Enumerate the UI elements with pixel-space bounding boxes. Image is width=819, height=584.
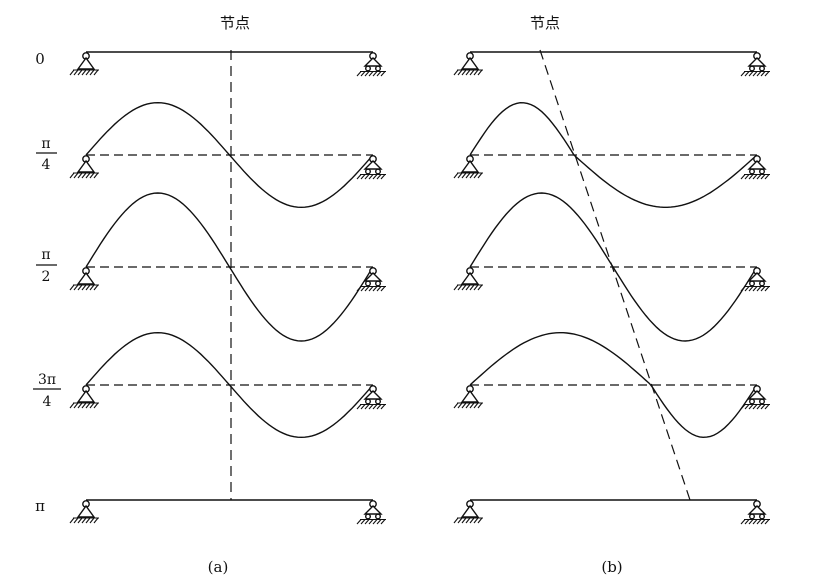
pin-support-icon	[69, 385, 99, 409]
panel-a	[69, 50, 386, 525]
pin-support-icon	[453, 267, 483, 291]
pin-support-icon	[69, 155, 99, 179]
phase-label-3pi-over-4: 3π 4	[33, 372, 61, 410]
phase-label-pi-over-2-num: π	[41, 247, 50, 263]
phase-row-0	[453, 51, 770, 77]
panel-b	[453, 49, 770, 525]
phase-row-3	[69, 331, 386, 439]
phase-row-0	[69, 51, 386, 77]
phase-label-pi-over-2-den: 2	[42, 269, 51, 285]
deflected-shape	[85, 101, 374, 209]
phase-label-pi-over-4-den: 4	[42, 157, 51, 173]
phase-row-4	[69, 499, 386, 525]
roller-support-icon	[356, 500, 386, 525]
node-label-a: 节点	[220, 14, 250, 32]
phase-label-pi-over-2: π 2	[36, 247, 57, 285]
node-label-b: 节点	[530, 14, 560, 32]
roller-support-icon	[740, 155, 770, 180]
phase-row-2	[453, 192, 770, 342]
pin-support-icon	[69, 267, 99, 291]
deflected-shape	[469, 101, 758, 208]
phase-row-1	[453, 101, 770, 208]
roller-support-icon	[740, 500, 770, 525]
phase-label-0: 0	[35, 50, 45, 68]
pin-support-icon	[453, 385, 483, 409]
roller-support-icon	[356, 267, 386, 292]
roller-support-icon	[740, 267, 770, 292]
deflected-shape	[469, 332, 758, 439]
phase-label-3pi-over-4-num: 3π	[38, 372, 56, 388]
roller-support-icon	[356, 52, 386, 77]
deflected-shape	[469, 192, 758, 342]
phase-row-1	[69, 101, 386, 209]
roller-support-icon	[740, 52, 770, 77]
roller-support-icon	[356, 155, 386, 180]
node-line-oblique	[539, 49, 691, 501]
phase-label-pi: π	[35, 497, 45, 515]
pin-support-icon	[453, 155, 483, 179]
phase-row-2	[69, 192, 386, 342]
deflected-shape	[85, 331, 374, 439]
phase-row-4	[453, 499, 770, 525]
pin-support-icon	[453, 52, 483, 76]
phase-row-3	[453, 332, 770, 439]
pin-support-icon	[69, 52, 99, 76]
pin-support-icon	[69, 500, 99, 524]
caption-a: (a)	[208, 558, 229, 576]
phase-label-3pi-over-4-den: 4	[43, 394, 52, 410]
caption-b: (b)	[601, 558, 622, 576]
pin-support-icon	[453, 500, 483, 524]
deflected-shape	[85, 192, 374, 342]
roller-support-icon	[356, 385, 386, 410]
phase-label-pi-over-4: π 4	[36, 136, 57, 173]
roller-support-icon	[740, 385, 770, 410]
phase-label-pi-over-4-num: π	[41, 136, 50, 152]
